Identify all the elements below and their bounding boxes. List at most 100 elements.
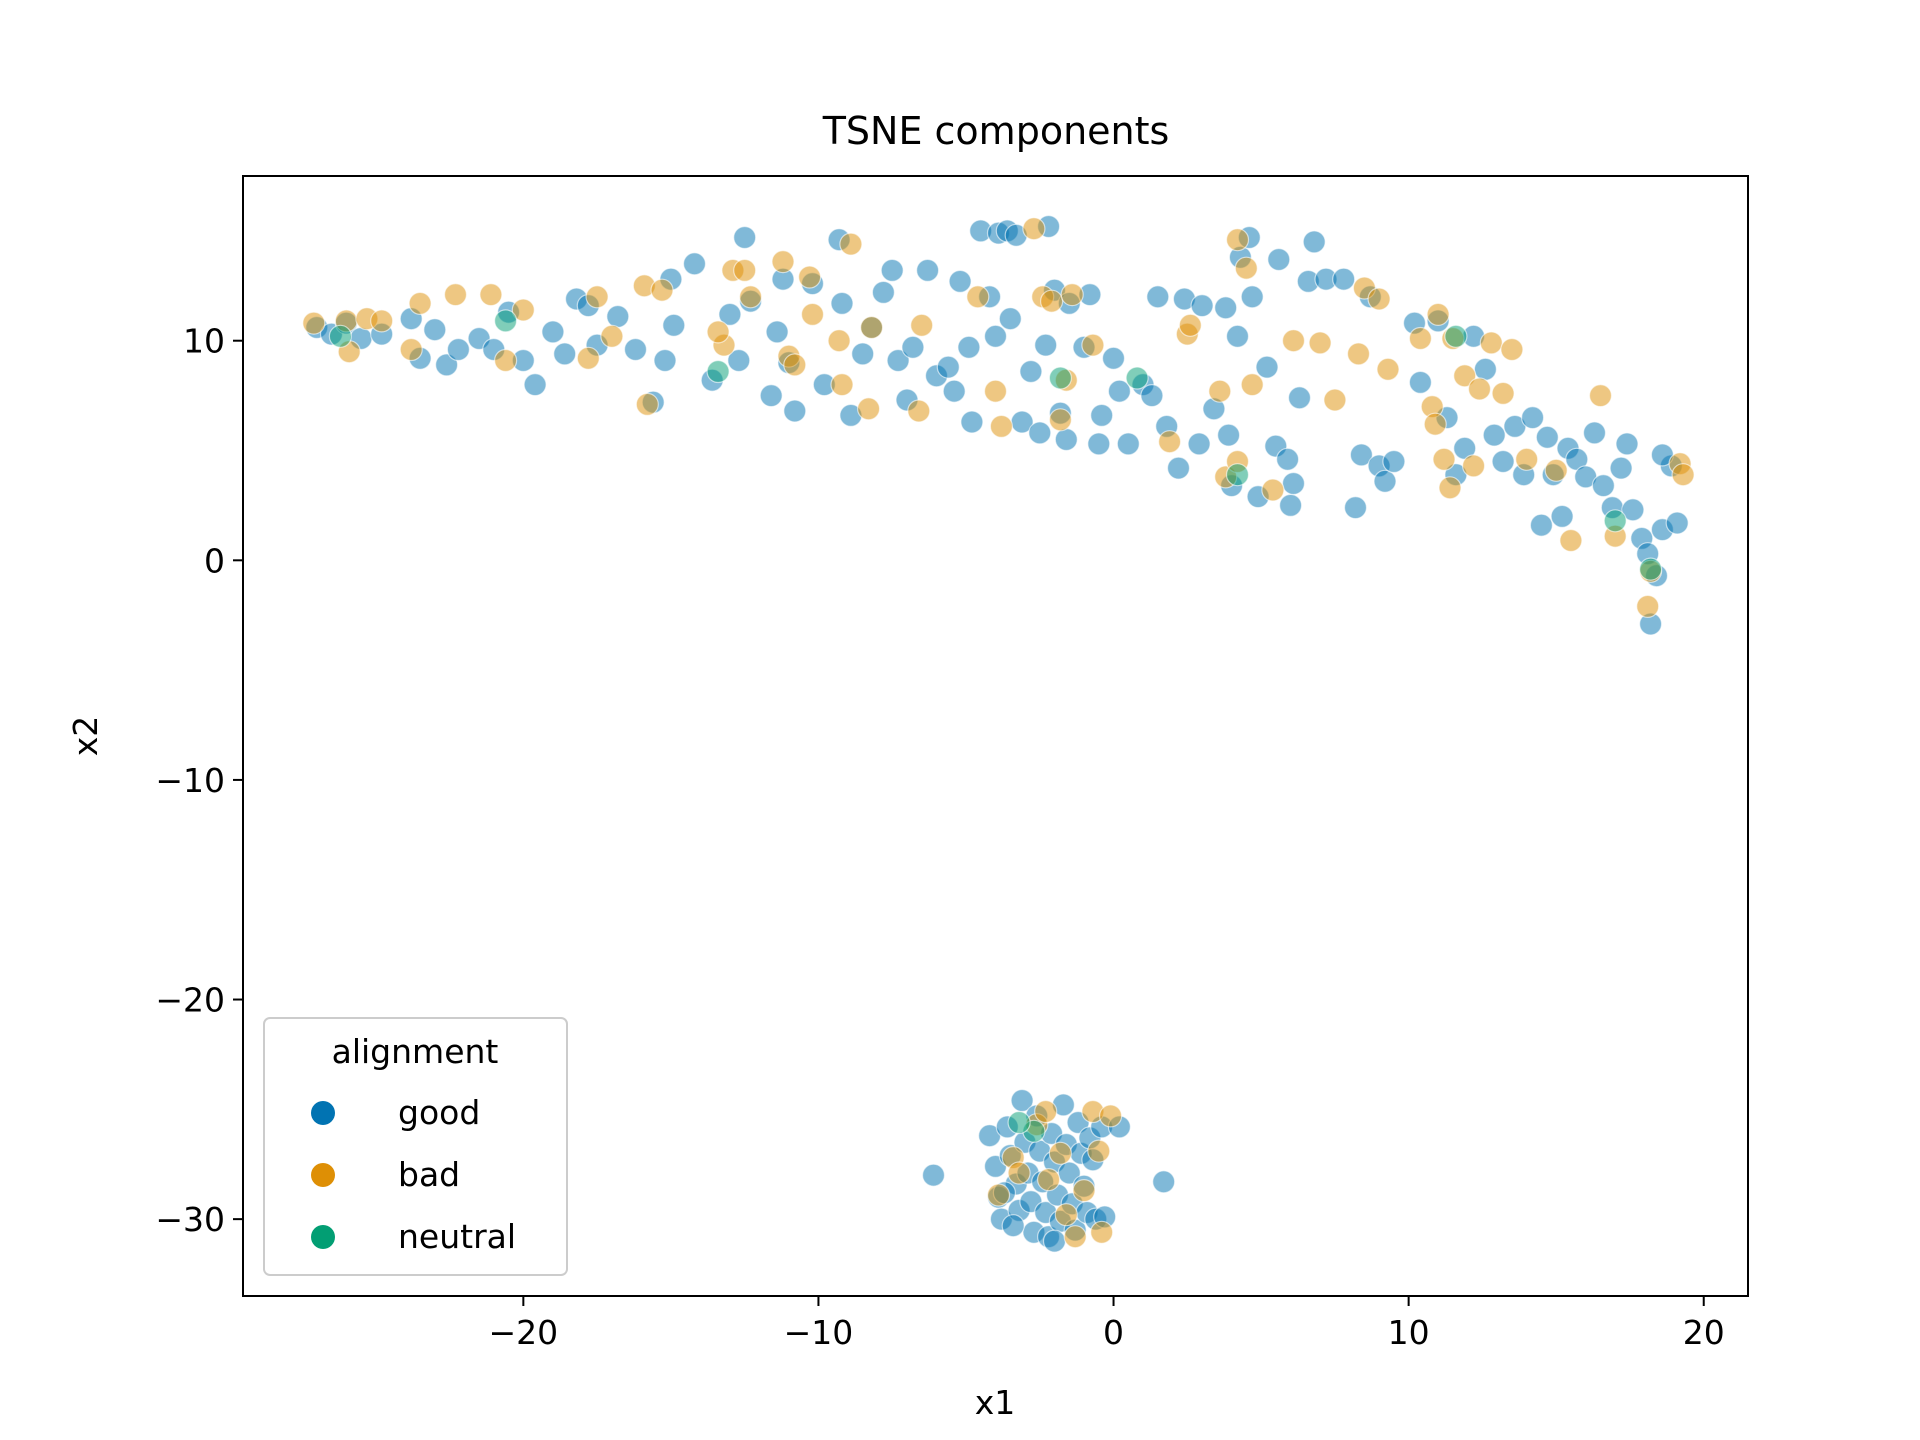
scatter-point-bad bbox=[1500, 337, 1524, 362]
scatter-point-bad bbox=[399, 337, 423, 362]
legend: alignment good bad neutral bbox=[263, 1017, 568, 1276]
legend-label-good: good bbox=[398, 1093, 480, 1132]
scatter-point-good bbox=[682, 252, 707, 276]
scatter-point-bad bbox=[907, 399, 931, 423]
x-tick-label: −20 bbox=[489, 1313, 559, 1352]
scatter-point-good bbox=[1591, 474, 1616, 498]
scatter-point-good bbox=[1054, 427, 1078, 452]
scatter-point-good bbox=[759, 384, 783, 408]
scatter-point-bad bbox=[1588, 384, 1613, 408]
scatter-point-neutral bbox=[706, 359, 730, 384]
x-axis-label: x1 bbox=[975, 1383, 1016, 1422]
scatter-point-bad bbox=[839, 232, 863, 256]
scatter-point-bad bbox=[1467, 377, 1492, 401]
scatter-point-bad bbox=[408, 291, 432, 315]
y-tick-label: 0 bbox=[204, 541, 225, 580]
scatter-point-bad bbox=[1039, 289, 1064, 313]
scatter-point-good bbox=[915, 258, 940, 282]
scatter-point-good bbox=[871, 280, 896, 304]
scatter-point-good bbox=[1529, 513, 1554, 537]
scatter-point-good bbox=[765, 320, 789, 344]
y-axis-label: x2 bbox=[66, 716, 105, 757]
scatter-point-bad bbox=[1234, 256, 1258, 280]
scatter-point-good bbox=[1275, 447, 1300, 471]
legend-title: alignment bbox=[332, 1032, 499, 1071]
scatter-point-good bbox=[1001, 1214, 1025, 1238]
y-tick-label: −10 bbox=[155, 761, 225, 800]
scatter-point-neutral bbox=[1638, 557, 1663, 581]
scatter-point-good bbox=[1034, 333, 1058, 357]
scatter-point-bad bbox=[1438, 476, 1462, 500]
scatter-point-bad bbox=[771, 250, 795, 274]
scatter-point-bad bbox=[1515, 447, 1539, 471]
legend-box bbox=[263, 1017, 568, 1276]
scatter-point-bad bbox=[1423, 412, 1447, 436]
scatter-point-good bbox=[1615, 432, 1639, 456]
scatter-point-good bbox=[1373, 469, 1397, 493]
scatter-point-good bbox=[1535, 425, 1559, 449]
y-tick-label: −30 bbox=[155, 1200, 225, 1239]
scatter-point-good bbox=[901, 335, 925, 359]
scatter-point-good bbox=[541, 320, 565, 344]
scatter-point-bad bbox=[1376, 357, 1400, 381]
scatter-point-good bbox=[662, 313, 686, 337]
scatter-point-bad bbox=[1087, 1139, 1111, 1163]
scatter-point-bad bbox=[650, 278, 674, 302]
chart-title: TSNE components bbox=[822, 109, 1170, 153]
x-tick-label: −10 bbox=[784, 1313, 854, 1352]
scatter-point-bad bbox=[1157, 430, 1182, 454]
scatter-point-good bbox=[783, 399, 807, 423]
scatter-point-good bbox=[1491, 449, 1515, 474]
scatter-point-bad bbox=[1671, 463, 1695, 487]
scatter-point-good bbox=[1287, 386, 1312, 410]
scatter-point-good bbox=[1281, 471, 1306, 496]
scatter-point-bad bbox=[479, 283, 503, 307]
legend-marker-neutral bbox=[311, 1225, 335, 1249]
scatter-point-good bbox=[1550, 504, 1574, 529]
scatter-point-good bbox=[830, 291, 854, 315]
plot-frame bbox=[242, 175, 1749, 1297]
scatter-point-good bbox=[1028, 421, 1052, 445]
scatter-point-bad bbox=[910, 313, 934, 337]
scatter-point-bad bbox=[989, 414, 1014, 438]
scatter-point-good bbox=[1609, 456, 1633, 480]
x-tick-label: 10 bbox=[1388, 1313, 1430, 1352]
scatter-point-good bbox=[1382, 449, 1406, 474]
scatter-point-good bbox=[1216, 423, 1241, 447]
scatter-point-good bbox=[718, 302, 742, 326]
scatter-point-good bbox=[1473, 357, 1498, 381]
y-tick-label: 10 bbox=[183, 322, 225, 361]
points-layer bbox=[302, 214, 1695, 1253]
scatter-point-bad bbox=[1054, 1203, 1078, 1227]
scatter-point-good bbox=[623, 337, 648, 362]
scatter-point-bad bbox=[370, 309, 394, 333]
scatter-point-good bbox=[1225, 324, 1250, 348]
scatter-point-good bbox=[1152, 1170, 1176, 1194]
scatter-point-good bbox=[1087, 432, 1111, 456]
scatter-point-good bbox=[1267, 247, 1291, 272]
x-tick-label: 20 bbox=[1683, 1313, 1725, 1352]
scatter-point-bad bbox=[1098, 1104, 1123, 1128]
scatter-point-good bbox=[606, 304, 630, 329]
scatter-point-good bbox=[942, 379, 966, 403]
scatter-point-good bbox=[1255, 355, 1279, 379]
scatter-point-good bbox=[1302, 230, 1326, 254]
scatter-point-bad bbox=[1308, 331, 1332, 355]
scatter-point-good bbox=[1482, 423, 1506, 447]
scatter-point-bad bbox=[600, 324, 624, 348]
scatter-point-neutral bbox=[1007, 1110, 1031, 1135]
scatter-point-neutral bbox=[1444, 324, 1468, 348]
legend-label-neutral: neutral bbox=[398, 1217, 516, 1256]
scatter-point-bad bbox=[800, 302, 825, 326]
scatter-point-bad bbox=[859, 315, 884, 340]
scatter-point-bad bbox=[494, 348, 518, 373]
scatter-point-bad bbox=[443, 283, 468, 307]
scatter-point-bad bbox=[738, 285, 763, 309]
scatter-point-bad bbox=[1636, 594, 1660, 619]
scatter-point-bad bbox=[1036, 1167, 1061, 1192]
scatter-point-bad bbox=[1060, 283, 1084, 307]
y-tick-label: −20 bbox=[155, 981, 225, 1020]
scatter-point-good bbox=[523, 373, 547, 397]
scatter-point-bad bbox=[1034, 1099, 1058, 1124]
scatter-point-bad bbox=[1323, 388, 1347, 412]
